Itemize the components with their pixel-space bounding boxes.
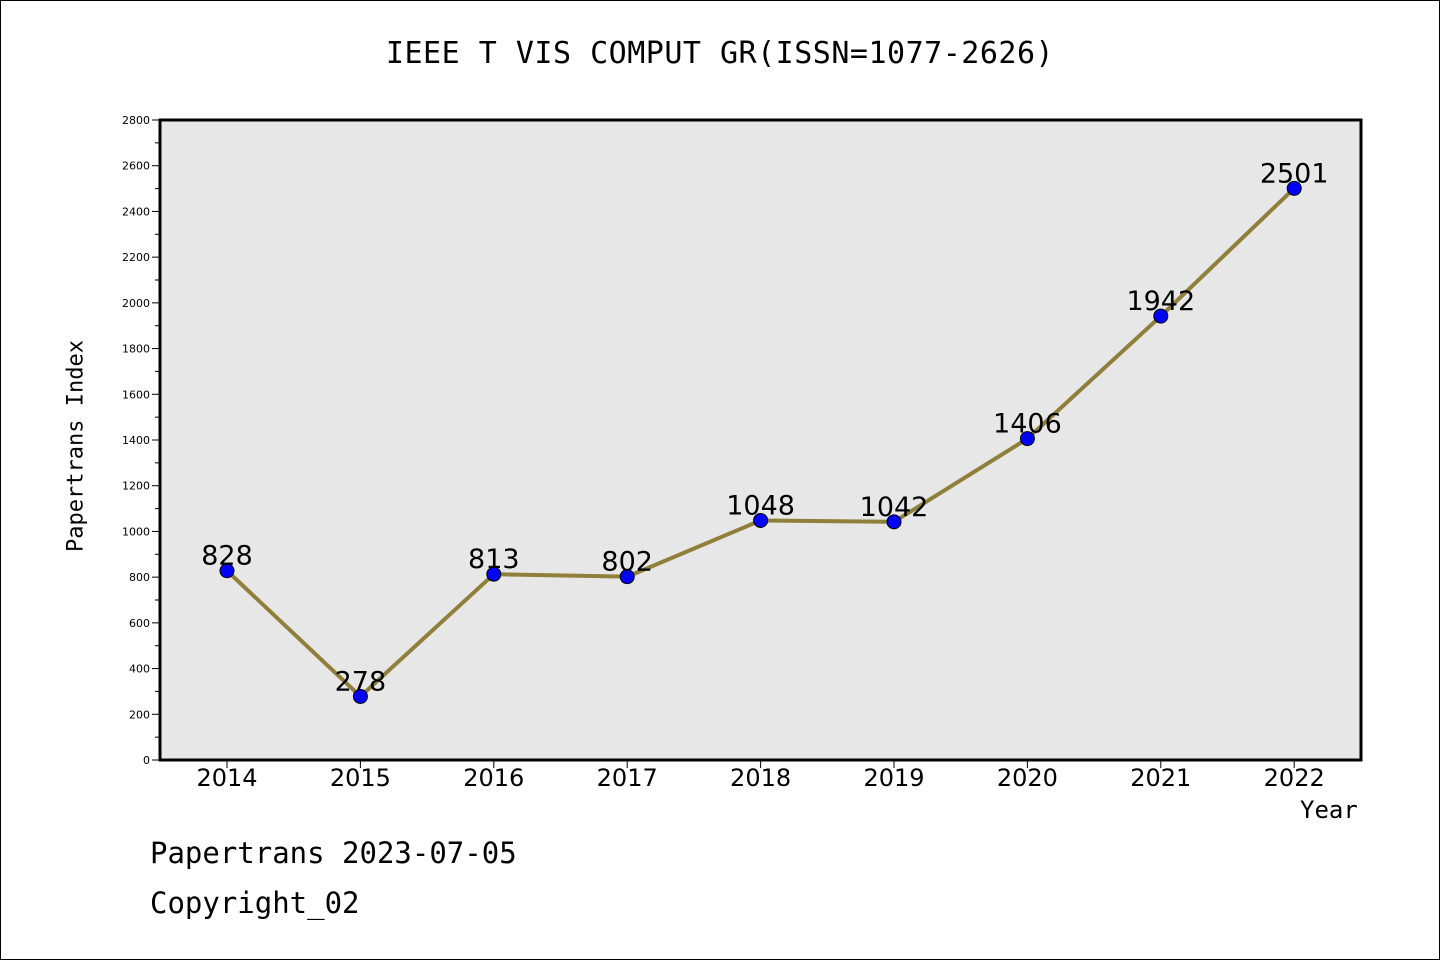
- data-point: [886, 514, 902, 530]
- y-tick-label: 600: [129, 617, 150, 630]
- y-tick-label: 1000: [122, 525, 150, 538]
- y-tick-label: 1800: [122, 343, 150, 356]
- footer-source: Papertrans 2023-07-05: [150, 836, 517, 870]
- data-point: [1153, 308, 1169, 324]
- data-label: 2501: [1260, 158, 1329, 189]
- data-point: [352, 688, 368, 704]
- data-label: 828: [201, 541, 253, 572]
- y-tick-label: 1400: [122, 434, 150, 447]
- x-tick-label: 2016: [463, 764, 524, 792]
- data-label: 1048: [726, 490, 795, 521]
- x-axis-label: Year: [1300, 796, 1358, 824]
- data-label: 1406: [993, 409, 1062, 440]
- y-tick-label: 2000: [122, 297, 150, 310]
- x-tick-label: 2020: [997, 764, 1058, 792]
- data-point: [1019, 431, 1035, 447]
- data-label: 1042: [860, 492, 929, 523]
- data-label: 813: [468, 544, 520, 575]
- y-tick-label: 2400: [122, 205, 150, 218]
- x-tick-label: 2021: [1130, 764, 1191, 792]
- chart-title: IEEE T VIS COMPUT GR(ISSN=1077-2626): [385, 36, 1055, 71]
- x-tick-label: 2017: [597, 764, 658, 792]
- x-tick-label: 2015: [330, 764, 391, 792]
- data-label: 278: [335, 666, 387, 697]
- plot-area: [160, 120, 1361, 760]
- footer-copyright: Copyright_02: [150, 886, 360, 920]
- x-tick-label: 2018: [730, 764, 791, 792]
- y-tick-label: 1600: [122, 388, 150, 401]
- y-tick-label: 0: [143, 754, 150, 767]
- x-tick-label: 2014: [196, 764, 257, 792]
- data-point: [1286, 180, 1302, 196]
- y-tick-label: 200: [129, 708, 150, 721]
- data-point: [486, 566, 502, 582]
- y-tick-label: 2600: [122, 160, 150, 173]
- y-tick-label: 2800: [122, 114, 150, 127]
- data-point: [619, 569, 635, 585]
- y-tick-label: 2200: [122, 251, 150, 264]
- y-tick-label: 800: [129, 571, 150, 584]
- data-point: [753, 512, 769, 528]
- data-point: [219, 563, 235, 579]
- plot-border: [158, 118, 1363, 762]
- y-tick-label: 1200: [122, 480, 150, 493]
- y-tick-label: 400: [129, 663, 150, 676]
- data-label: 802: [601, 547, 653, 578]
- x-tick-label: 2022: [1264, 764, 1325, 792]
- x-tick-label: 2019: [863, 764, 924, 792]
- data-label: 1942: [1126, 286, 1195, 317]
